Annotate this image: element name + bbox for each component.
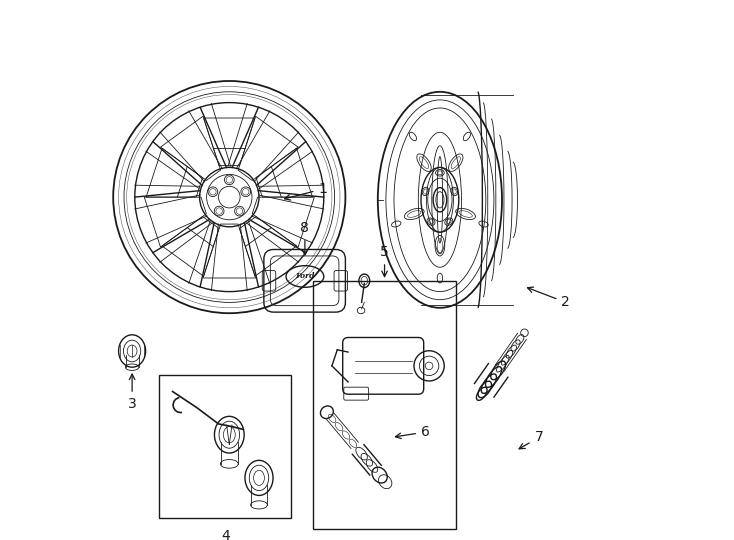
Text: 1: 1	[285, 182, 327, 200]
Text: 2: 2	[528, 287, 570, 309]
Bar	[313, 281, 456, 529]
Text: 8: 8	[300, 221, 309, 255]
Text: Ford: Ford	[295, 273, 315, 280]
Text: 5: 5	[380, 245, 389, 276]
Text: 7: 7	[519, 430, 543, 449]
Text: 6: 6	[396, 425, 430, 439]
Bar	[159, 375, 291, 518]
Text: 4: 4	[221, 529, 230, 540]
Text: 3: 3	[128, 374, 137, 411]
